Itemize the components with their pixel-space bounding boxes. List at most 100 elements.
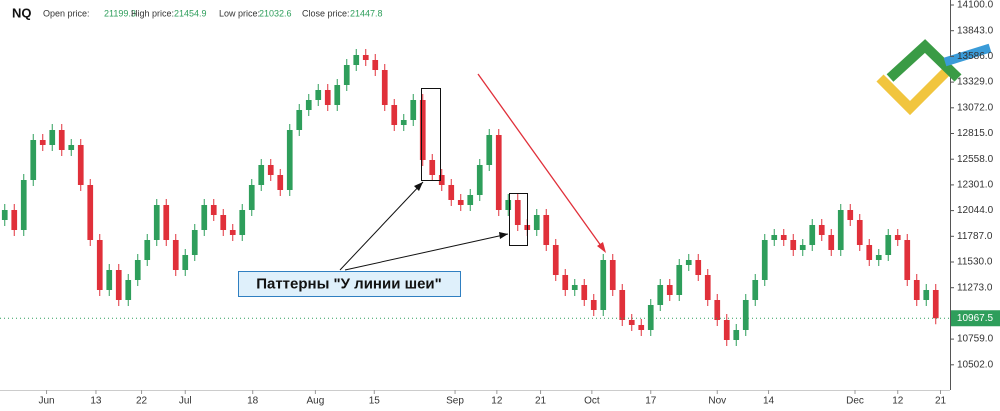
candle-body [448,185,455,200]
candle-body [305,100,312,110]
candle-body [742,300,749,330]
candle-body [828,235,835,250]
candle-body [210,205,217,215]
y-tick-label: 13072.0 [957,102,994,113]
candle-body [609,260,616,290]
candle-body [571,285,578,290]
candle-body [267,165,274,175]
x-tick-label: Sep [446,396,464,407]
candle-body [1,210,8,220]
candle-body [296,110,303,130]
candle-body [372,60,379,70]
y-tick-label: 12044.0 [957,205,994,216]
candle-body [39,140,46,145]
pattern-box [421,88,441,181]
last-price-tag [951,310,1000,327]
x-tick-label: Aug [307,396,325,407]
candle-body [191,230,198,255]
y-tick-label: 12558.0 [957,154,994,165]
arrow-head [499,232,508,239]
candle-body [172,240,179,270]
candle-body [562,275,569,290]
info-value: 21447.8 [350,8,383,18]
candle-body [600,260,607,310]
candle-body [704,275,711,300]
y-tick-label: 10759.0 [957,334,994,345]
x-tick-label: Nov [708,396,726,407]
candle-body [714,300,721,320]
x-tick-label: 21 [535,396,547,407]
x-tick-label: Jun [38,396,54,407]
candle-body [182,255,189,270]
candle-body [315,90,322,100]
candle-body [628,320,635,325]
candle-body [790,240,797,250]
candle-body [58,130,65,150]
candle-body [239,210,246,235]
y-tick-label: 13586.0 [957,51,994,62]
candle-body [277,175,284,190]
x-tick-label: 12 [491,396,503,407]
candle-body [837,210,844,250]
x-tick-label: 13 [90,396,102,407]
candle-body [381,70,388,105]
plot [0,49,950,346]
candle-body [913,280,920,300]
y-tick-label: 11273.0 [957,282,993,293]
candle-body [752,280,759,300]
y-tick-label: 12815.0 [957,128,994,139]
candle-body [904,240,911,280]
candle-body [96,240,103,290]
info-value: 21032.6 [259,8,292,18]
x-tick-label: Jul [179,396,192,407]
candle-body [505,200,512,210]
candle-body [49,130,56,145]
candle-body [590,300,597,310]
candle-body [847,210,854,220]
candle-body [229,230,236,235]
candle-body [11,210,18,230]
candle-body [932,290,939,319]
candle-body [258,165,265,185]
candle-body [866,245,873,260]
candle-body [248,185,255,210]
pointer-arrow [344,233,509,271]
candle-body [486,135,493,165]
candle-body [799,245,806,250]
candle-body [125,280,132,300]
candle-body [153,205,160,240]
logo-blue [943,43,992,67]
y-tick-label: 14100.0 [957,0,994,11]
candle-body [334,85,341,105]
candle-body [733,330,740,340]
candle-body [552,245,559,275]
candle-body [68,145,75,150]
candle-body [809,225,816,245]
candle-body [761,240,768,280]
candle-body [353,55,360,65]
candle-body [581,285,588,300]
annotations: Паттерны "У линии шеи" [238,73,606,297]
pattern-box [509,193,528,246]
info-label: Low price: [219,8,260,18]
candle-body [543,215,550,245]
candle-body [875,255,882,260]
candle-body [780,235,787,240]
y-tick-label: 11787.0 [957,231,993,242]
candle-body [429,160,436,175]
candle-body [885,235,892,255]
arrow-head [597,242,606,253]
info-label: Close price: [302,8,350,18]
y-tick-label: 13843.0 [957,25,994,36]
candle-body [362,55,369,60]
candle-body [163,205,170,240]
candle-body [923,290,930,300]
annotation-text: Паттерны "У линии шеи" [256,275,442,292]
trend-arrow [477,73,605,251]
x-tick-label: 14 [763,396,775,407]
candle-body [514,200,521,225]
logo-yellow [876,64,954,116]
info-value: 21199.3 [104,8,136,18]
candle-body [324,90,331,105]
